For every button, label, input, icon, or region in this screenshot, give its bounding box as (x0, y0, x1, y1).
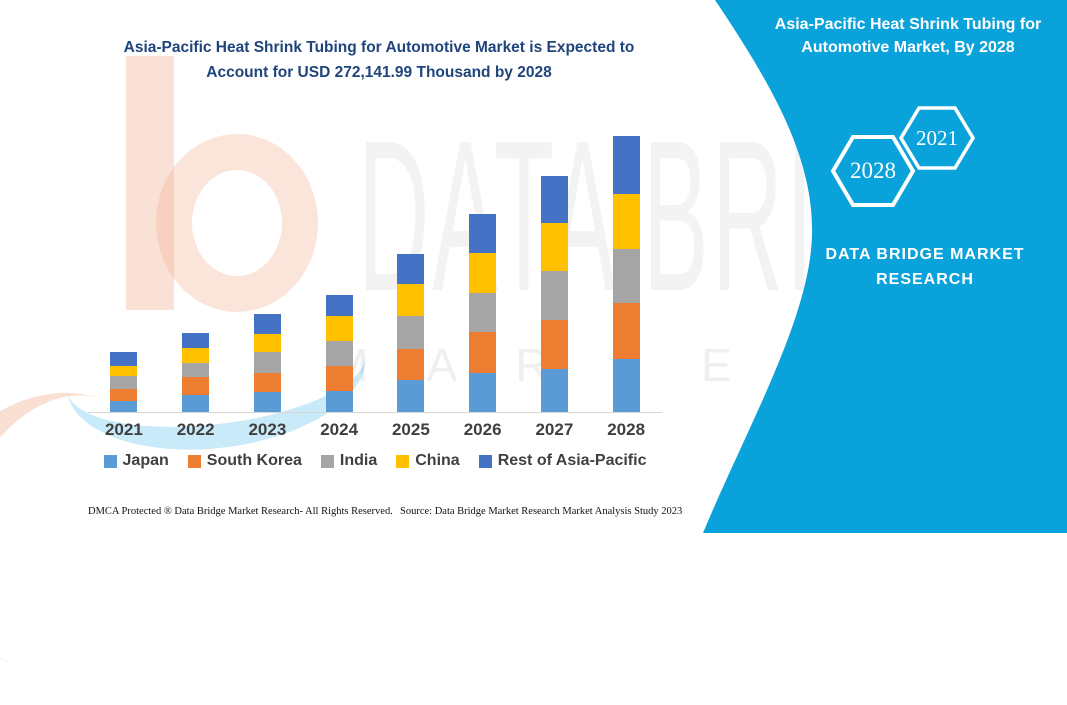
brand-line2: RESEARCH (876, 270, 974, 288)
legend-item-south-korea: South Korea (187, 452, 302, 470)
bar-segment-china-2024 (325, 316, 353, 341)
x-axis-label-2024: 2024 (320, 420, 359, 439)
plot-area (88, 135, 662, 413)
legend-item-india: India (320, 452, 378, 470)
bar-segment-india-2027 (540, 271, 568, 321)
hexagon-2021 (898, 106, 976, 170)
chart-title-line1: Asia-Pacific Heat Shrink Tubing for Auto… (123, 39, 635, 56)
bar-group-2027 (519, 136, 591, 412)
bar-segment-china-2027 (540, 223, 568, 272)
bar-segment-south-korea-2028 (612, 303, 640, 360)
bar-segment-japan-2028 (612, 359, 640, 412)
bar-segment-china-2026 (469, 253, 497, 294)
bar-segment-south-korea-2026 (469, 332, 497, 373)
bar-segment-south-korea-2027 (540, 320, 568, 369)
bar-segment-china-2028 (612, 194, 640, 249)
bar-segment-rest-of-asia-pacific-2026 (469, 213, 497, 254)
bar-segment-china-2025 (397, 284, 425, 316)
brand-name: DATA BRIDGE MARKET RESEARCH (795, 243, 1055, 293)
stacked-bar-2026 (469, 213, 497, 412)
side-panel-background (703, 0, 1067, 533)
bar-segment-india-2024 (325, 340, 353, 367)
legend-swatch-icon (187, 454, 201, 468)
bar-segment-japan-2025 (397, 380, 425, 412)
x-axis-label-2022: 2022 (176, 420, 215, 439)
legend-swatch-icon (478, 454, 492, 468)
bar-group-2028 (590, 135, 662, 412)
bar-segment-india-2028 (612, 248, 640, 304)
side-panel-title: Asia-Pacific Heat Shrink Tubing for Auto… (752, 13, 1064, 59)
x-axis-label-2028: 2028 (607, 420, 646, 439)
stacked-bar-2024 (325, 294, 353, 412)
x-axis-label-2026: 2026 (463, 420, 502, 439)
legend-label: China (415, 452, 460, 469)
bar-segment-india-2022 (182, 363, 210, 378)
bar-segment-india-2025 (397, 315, 425, 350)
legend-item-china: China (396, 452, 460, 470)
stacked-bar-2022 (182, 332, 210, 412)
stacked-bar-2028 (612, 135, 640, 412)
bar-segment-china-2023 (253, 333, 281, 353)
hexagon-2028-label: 2028 (850, 158, 896, 183)
bar-segment-south-korea-2024 (325, 366, 353, 391)
bar-segment-china-2022 (182, 348, 210, 364)
bar-segment-south-korea-2022 (182, 377, 210, 395)
legend-swatch-icon (320, 454, 334, 468)
bar-segment-japan-2023 (253, 392, 281, 412)
teal-wave-shape (703, 0, 1067, 533)
hexagon-2028 (830, 135, 916, 207)
bar-segment-south-korea-2023 (253, 372, 281, 392)
stacked-bar-2025 (397, 254, 425, 412)
bar-segment-rest-of-asia-pacific-2023 (253, 314, 281, 334)
chart-title-line2: Account for USD 272,141.99 Thousand by 2… (206, 63, 552, 81)
bar-segment-south-korea-2021 (110, 389, 138, 401)
footer-source: Source: Data Bridge Market Research Mark… (400, 506, 683, 517)
hexagon-2021-label: 2021 (916, 126, 958, 150)
x-axis-label-2027: 2027 (535, 420, 574, 439)
bar-group-2026 (447, 136, 519, 412)
legend-label: South Korea (206, 452, 302, 469)
bar-group-2023 (232, 136, 304, 412)
legend-label: Japan (122, 452, 169, 469)
bar-segment-japan-2022 (182, 394, 210, 412)
legend-item-rest-of-asia-pacific: Rest of Asia-Pacific (478, 452, 647, 470)
bar-segment-japan-2021 (110, 400, 138, 412)
stacked-bar-2021 (110, 352, 138, 412)
footer-copyright: DMCA Protected ® Data Bridge Market Rese… (88, 506, 393, 517)
bar-segment-japan-2024 (325, 390, 353, 412)
chart-title: Asia-Pacific Heat Shrink Tubing for Auto… (90, 36, 668, 86)
bar-segment-rest-of-asia-pacific-2028 (612, 135, 640, 195)
bar-group-2025 (375, 136, 447, 412)
bar-segment-india-2026 (469, 293, 497, 333)
x-axis-label-2023: 2023 (248, 420, 287, 439)
brand-line1: DATA BRIDGE MARKET (825, 246, 1025, 263)
chart-legend: Japan South Korea India China Rest of Asia-P… (80, 452, 670, 470)
legend-label: India (339, 452, 378, 469)
bar-group-2024 (303, 136, 375, 412)
bar-segment-rest-of-asia-pacific-2027 (540, 175, 568, 224)
legend-item-japan: Japan (103, 452, 169, 470)
legend-label: Rest of Asia-Pacific (497, 452, 647, 469)
legend-swatch-icon (396, 454, 410, 468)
side-panel-title-line2: Automotive Market, By 2028 (801, 39, 1015, 57)
bar-segment-china-2021 (110, 365, 138, 377)
bar-segment-japan-2027 (540, 368, 568, 412)
bar-segment-india-2023 (253, 352, 281, 373)
side-panel-title-line1: Asia-Pacific Heat Shrink Tubing for (774, 16, 1042, 33)
stacked-bar-2027 (540, 175, 568, 412)
bar-segment-south-korea-2025 (397, 349, 425, 381)
x-axis-label-2021: 2021 (104, 420, 143, 439)
x-axis-labels: 2021 2022 2023 2024 2025 2026 2027 2028 (88, 420, 662, 440)
bar-segment-india-2021 (110, 376, 138, 390)
legend-swatch-icon (103, 454, 117, 468)
bar-group-2021 (88, 136, 160, 412)
stacked-bar-2023 (253, 314, 281, 412)
bar-group-2022 (160, 136, 232, 412)
bar-segment-japan-2026 (469, 372, 497, 412)
bar-segment-rest-of-asia-pacific-2025 (397, 254, 425, 285)
bar-segment-rest-of-asia-pacific-2022 (182, 332, 210, 349)
x-axis-label-2025: 2025 (391, 420, 430, 439)
bar-segment-rest-of-asia-pacific-2021 (110, 352, 138, 366)
bar-segment-rest-of-asia-pacific-2024 (325, 294, 353, 317)
